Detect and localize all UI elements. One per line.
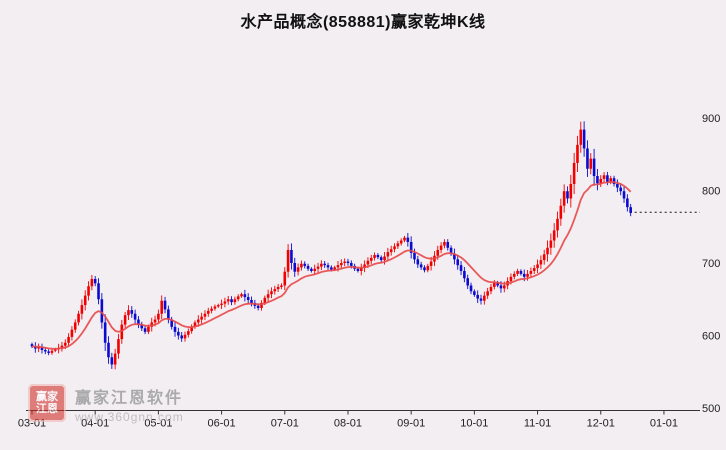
x-tick-label: 12-01 — [587, 418, 615, 430]
y-tick-label: 500 — [702, 403, 720, 415]
x-tick-label: 04-01 — [81, 418, 109, 430]
chart-title: 水产品概念(858881)赢家乾坤K线 — [240, 14, 486, 31]
y-tick-label: 700 — [702, 258, 720, 270]
watermark-text: 赢家江恩软件 www.360gnn.com — [75, 384, 184, 424]
x-tick-label: 05-01 — [144, 418, 172, 430]
x-tick-label: 09-01 — [397, 418, 425, 430]
x-tick-label: 10-01 — [460, 418, 488, 430]
y-tick-label: 600 — [702, 331, 720, 343]
x-axis: 03-01 04-01 05-01 06-01 07-01 08-01 09-01 10-01… — [18, 410, 700, 430]
ma-line — [31, 180, 632, 350]
watermark: 赢家 江恩 赢家江恩软件 www.360gnn.com — [28, 384, 184, 424]
y-tick-label: 900 — [702, 113, 720, 125]
watermark-url: www.360gnn.com — [75, 410, 184, 424]
watermark-logo-text-2: 江恩 — [36, 403, 58, 415]
x-tick-label: 06-01 — [208, 418, 236, 430]
x-tick-label: 08-01 — [334, 418, 362, 430]
x-tick-label: 07-01 — [271, 418, 299, 430]
x-tick-label: 11-01 — [524, 418, 551, 430]
x-tick-label: 01-01 — [650, 418, 678, 430]
y-tick-label: 800 — [702, 186, 720, 198]
candlestick-series — [30, 121, 632, 370]
watermark-name: 赢家江恩软件 — [75, 390, 184, 407]
watermark-logo: 赢家 江恩 — [28, 384, 66, 422]
y-axis: 500 600 700 800 900 — [702, 113, 720, 415]
watermark-logo-text-1: 赢家 — [36, 391, 58, 403]
